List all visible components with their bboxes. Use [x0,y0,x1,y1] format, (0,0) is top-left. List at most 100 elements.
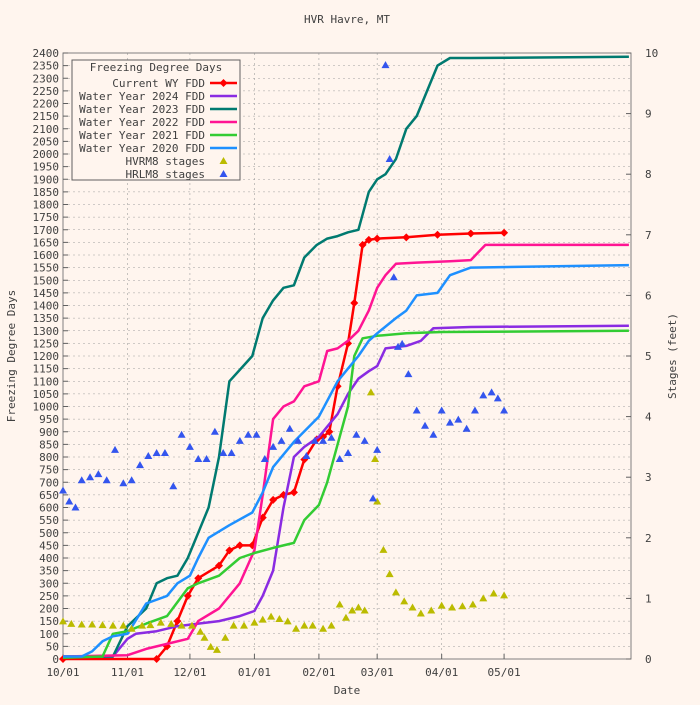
x-axis-label: Date [334,684,361,697]
data-point [210,427,219,435]
series-layer [59,55,629,663]
data-point [235,541,244,550]
data-point [360,436,369,444]
data-point [146,621,155,629]
series-line [63,231,505,661]
data-point [260,455,269,463]
y-tick-label: 1950 [33,161,60,174]
y-tick-label: 2100 [33,123,60,136]
data-point [360,606,369,614]
y-tick-label: 200 [39,603,59,616]
x-axis-ticks: 10/01 11/01 12/01 01/01 02/01 03/01 04/01 05/01 [46,654,521,679]
y-tick-label: 250 [39,590,59,603]
data-point [412,406,421,414]
data-point [448,603,457,611]
legend-marker [219,157,228,164]
data-point [468,600,477,608]
data-point [466,229,475,238]
x-tick-label: 04/01 [425,666,458,679]
legend-label: Water Year 2020 FDD [79,142,205,155]
data-point [248,541,257,550]
data-point [364,235,373,244]
y-tick-label: 1300 [33,325,60,338]
data-point [102,476,111,484]
data-point [310,436,319,444]
y-tick-label: 450 [39,539,59,552]
data-point [269,495,278,504]
data-point [152,655,161,663]
y-axis-ticks: 0501001502002503003504004505005506006507… [33,47,68,666]
data-point [348,606,357,614]
data-point [86,473,95,481]
data-point [88,620,97,628]
data-point [202,455,211,463]
data-point [327,433,336,441]
y2-tick-label: 5 [645,350,652,363]
y-tick-label: 2000 [33,148,60,161]
data-point [219,448,228,456]
data-point [373,497,382,505]
data-point [252,430,261,438]
data-point [111,445,120,453]
data-point [98,621,107,629]
data-point [500,406,509,414]
data-point [59,486,67,494]
x-tick-label: 01/01 [238,666,271,679]
data-point [269,442,278,450]
legend-label: Water Year 2022 FDD [79,116,205,129]
data-point [371,455,380,463]
data-point [354,603,363,611]
data-point [454,415,463,423]
y-tick-label: 1250 [33,337,60,350]
data-point [215,561,224,570]
y-tick-label: 300 [39,577,59,590]
chart-title: HVR Havre, MT [304,13,390,26]
data-point [267,612,276,620]
y-tick-label: 1350 [33,312,60,325]
y-axis-label: Freezing Degree Days [5,290,18,422]
y-tick-label: 350 [39,565,59,578]
data-point [108,621,117,629]
y-tick-label: 2250 [33,85,60,98]
y-tick-label: 1900 [33,173,60,186]
y-tick-label: 850 [39,438,59,451]
series-1 [59,228,509,663]
data-point [404,370,413,378]
data-point [177,430,186,438]
data-point [400,597,409,605]
x-tick-label: 02/01 [302,666,335,679]
y2-tick-label: 0 [645,653,652,666]
series-7 [59,388,509,653]
y-tick-label: 550 [39,514,59,527]
data-point [119,621,128,629]
data-point [173,617,182,626]
series-line [63,55,629,658]
data-point [187,621,196,629]
series-line [62,243,629,658]
y-tick-label: 800 [39,451,59,464]
y-tick-label: 150 [39,615,59,628]
legend-box [71,59,241,181]
data-point [308,621,317,629]
data-point [59,617,67,625]
data-point [373,445,382,453]
y-tick-label: 2300 [33,72,60,85]
data-point [358,240,367,249]
y-tick-label: 950 [39,413,59,426]
data-point [221,633,230,641]
y-tick-label: 500 [39,527,59,540]
y2-axis-label: Stages (feet) [666,313,679,399]
y-tick-label: 1750 [33,211,60,224]
data-point [71,503,80,511]
data-point [373,234,382,243]
data-point [319,436,328,444]
legend-label: Water Year 2024 FDD [79,90,205,103]
y2-tick-label: 1 [645,592,652,605]
data-point [385,155,394,163]
data-point [65,497,74,505]
y-tick-label: 50 [46,640,59,653]
y-tick-label: 1150 [33,363,60,376]
legend-label: HRLM8 stages [126,168,205,181]
